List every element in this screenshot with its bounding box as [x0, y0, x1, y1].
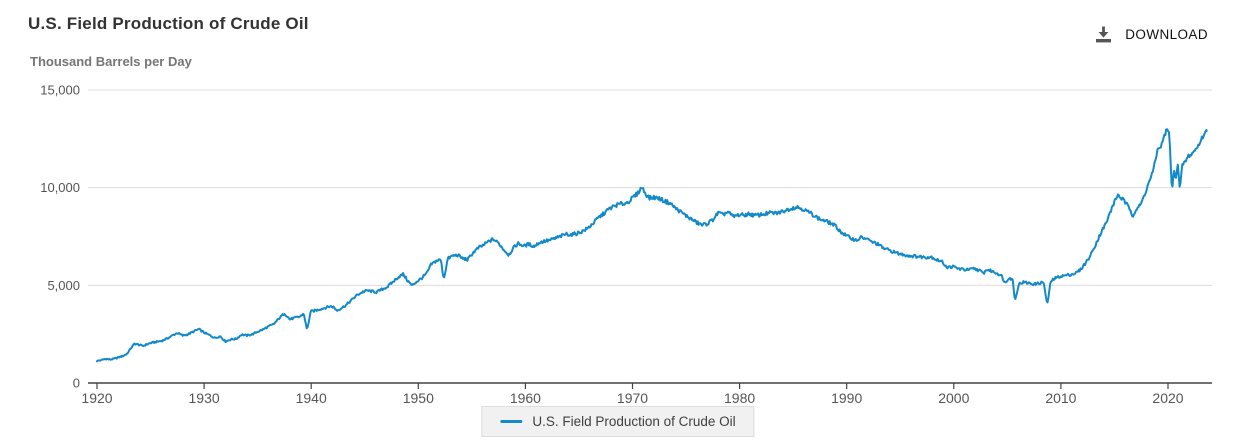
x-tick-label: 1990	[831, 390, 862, 404]
x-tick-label: 1980	[724, 390, 755, 404]
x-tick-label: 2000	[938, 390, 969, 404]
y-tick-label: 0	[73, 376, 80, 391]
y-tick-label: 15,000	[40, 83, 80, 98]
x-tick-label: 1920	[81, 390, 112, 404]
legend-line-swatch	[500, 420, 523, 423]
y-tick-label: 10,000	[40, 180, 80, 195]
x-tick-label: 2010	[1045, 390, 1076, 404]
x-tick-label: 1970	[617, 390, 648, 404]
legend-item-label: U.S. Field Production of Crude Oil	[532, 414, 736, 429]
x-tick-label: 1950	[403, 390, 434, 404]
x-tick-label: 1940	[296, 390, 327, 404]
page-title: U.S. Field Production of Crude Oil	[28, 14, 309, 33]
crude-oil-production-line[interactable]	[96, 128, 1208, 363]
x-tick-label: 1930	[189, 390, 220, 404]
download-button-label: DOWNLOAD	[1125, 27, 1208, 42]
download-icon	[1094, 25, 1113, 44]
download-button[interactable]: DOWNLOAD	[1094, 25, 1208, 44]
y-tick-label: 5,000	[47, 278, 80, 293]
y-axis-unit-label: Thousand Barrels per Day	[30, 54, 192, 69]
legend-item-crude-oil[interactable]: U.S. Field Production of Crude Oil	[481, 406, 755, 437]
x-tick-label: 2020	[1152, 390, 1183, 404]
line-chart-plot-area: 0 5,000 10,000 15,000 1920 1930 1940 1950 1960 19…	[40, 83, 1212, 404]
x-tick-label: 1960	[510, 390, 541, 404]
